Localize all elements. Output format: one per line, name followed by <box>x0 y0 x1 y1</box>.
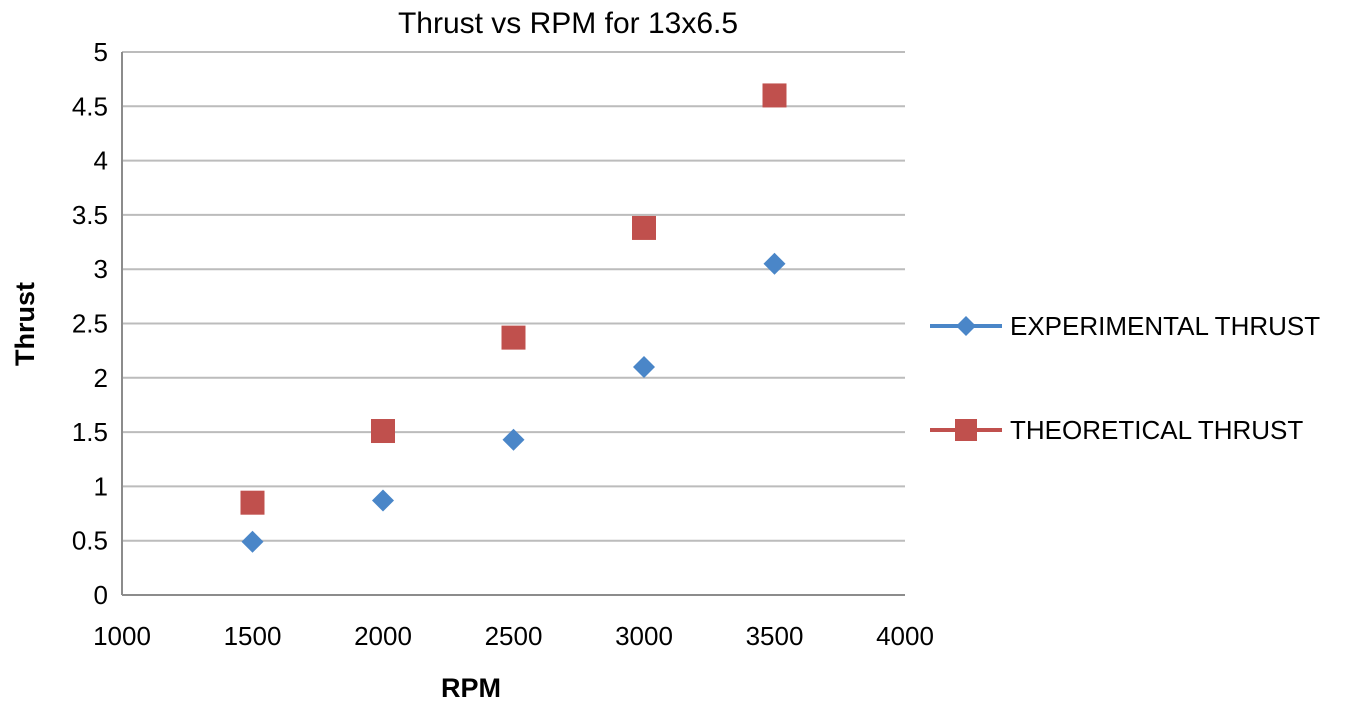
grid-lines <box>122 51 905 542</box>
legend-entry: EXPERIMENTAL THRUST <box>930 311 1320 341</box>
y-tick-label: 0 <box>94 580 108 610</box>
y-tick-labels: 0 0.5 1 1.5 2 2.5 3 3.5 4 4.5 5 <box>72 37 108 610</box>
legend-label: EXPERIMENTAL THRUST <box>1010 311 1320 341</box>
y-tick-label: 2 <box>94 363 108 393</box>
experimental-thrust-point <box>633 355 655 378</box>
x-tick-label: 4000 <box>876 621 934 651</box>
theoretical-thrust-point <box>371 419 395 444</box>
x-tick-label: 1500 <box>224 621 282 651</box>
theoretical-thrust-point <box>501 325 526 350</box>
legend: EXPERIMENTAL THRUST THEORETICAL THRUST <box>930 311 1320 445</box>
y-tick-label: 1.5 <box>72 417 108 447</box>
x-axis-label: RPM <box>441 673 501 702</box>
y-tick-label: 0.5 <box>72 526 108 556</box>
theoretical-thrust-point <box>240 490 265 515</box>
x-tick-label: 3500 <box>746 621 804 651</box>
experimental-thrust-point <box>763 252 786 275</box>
legend-square-marker <box>955 419 977 441</box>
y-tick-label: 3.5 <box>72 200 108 230</box>
y-tick-label: 1 <box>94 471 108 501</box>
x-tick-label: 2000 <box>354 621 412 651</box>
legend-label: THEORETICAL THRUST <box>1010 415 1303 445</box>
y-tick-label: 2.5 <box>72 309 108 339</box>
experimental-thrust-point <box>241 530 264 553</box>
y-tick-label: 3 <box>94 254 108 284</box>
y-tick-label: 5 <box>94 37 108 67</box>
theoretical-thrust-point <box>762 83 787 108</box>
data-series <box>240 83 787 553</box>
y-tick-label: 4.5 <box>72 91 108 121</box>
x-tick-label: 2500 <box>485 621 543 651</box>
legend-entry: THEORETICAL THRUST <box>930 415 1303 445</box>
x-tick-label: 3000 <box>615 621 673 651</box>
x-tick-label: 1000 <box>93 621 151 651</box>
chart-title: Thrust vs RPM for 13x6.5 <box>398 7 738 40</box>
axes <box>121 52 905 596</box>
y-axis-label: Thrust <box>10 282 40 366</box>
x-tick-labels: 1000 1500 2000 2500 3000 3500 4000 <box>93 621 934 651</box>
experimental-thrust-point <box>502 428 525 451</box>
legend-diamond-marker <box>956 316 976 336</box>
experimental-thrust-point <box>372 489 394 512</box>
theoretical-thrust-point <box>632 215 656 240</box>
y-tick-label: 4 <box>94 146 108 176</box>
